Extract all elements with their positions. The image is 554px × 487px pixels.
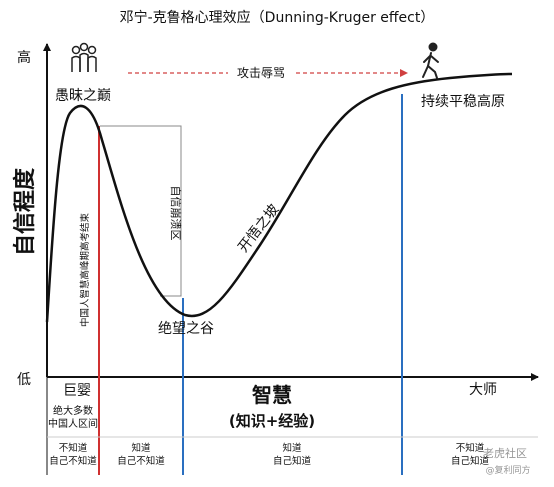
knowledge-quadrant-cell: 知道自己知道 [273, 442, 312, 467]
watermark-main: 老虎社区 [483, 446, 527, 460]
y-axis-label: 自信程度 [12, 167, 38, 256]
diagram-title: 邓宁-克鲁格心理效应（Dunning-Kruger effect） [120, 9, 435, 26]
collapse-bracket [100, 125, 182, 297]
valley-label: 绝望之谷 [158, 321, 214, 337]
collapse-zone-label: 自信崩溃区 [169, 186, 183, 241]
x-axis-sub-label: (知识+经验) [229, 412, 315, 430]
knowledge-quadrant-cell: 不知道自己不知道 [49, 442, 97, 467]
watermark-sub: @复利同方 [485, 464, 530, 476]
majority-label: 绝大多数中国人区间 [48, 404, 98, 430]
knowledge-quadrant-cell: 知道自己不知道 [117, 442, 165, 467]
x-axis-start-label: 巨婴 [63, 383, 91, 399]
people-group-icon [71, 42, 97, 72]
peak-label: 愚昧之巅 [55, 88, 111, 104]
confidence-curve [45, 72, 513, 323]
knowledge-quadrant-cell: 不知道自己知道 [451, 442, 490, 467]
x-axis-main-label: 智慧 [252, 383, 292, 407]
watermark: 老虎社区 @复利同方 [483, 446, 531, 476]
y-axis-low-label: 低 [17, 372, 31, 388]
exam-annotation: 中国人智慧高峰期高考结束 [79, 213, 91, 328]
y-axis-high-label: 高 [17, 49, 31, 66]
x-axis-end-label: 大师 [469, 382, 497, 398]
plateau-label: 持续平稳高原 [421, 93, 505, 110]
walking-person-icon [422, 42, 439, 79]
attack-label: 攻击辱骂 [237, 66, 285, 80]
